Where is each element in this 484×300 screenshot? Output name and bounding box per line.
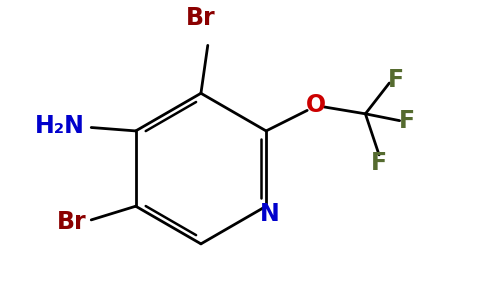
Text: Br: Br — [57, 210, 86, 234]
Text: O: O — [306, 93, 326, 117]
Text: Br: Br — [186, 6, 216, 30]
Text: H₂N: H₂N — [34, 114, 84, 138]
Text: F: F — [387, 68, 404, 92]
Text: N: N — [260, 202, 280, 226]
Text: F: F — [398, 109, 414, 133]
Text: F: F — [371, 152, 387, 176]
